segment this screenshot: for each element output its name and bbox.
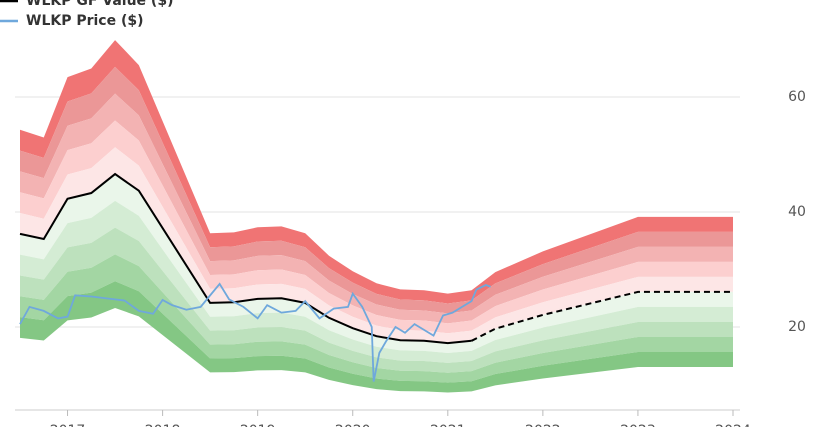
gf-value-projection <box>471 290 733 342</box>
price-line <box>19 282 491 382</box>
legend-label: WLKP GF Value ($) <box>26 0 173 9</box>
y-tick-label: 40 <box>788 204 806 220</box>
gf-value-line <box>19 172 472 345</box>
x-tick-label: 2023 <box>620 423 656 427</box>
x-tick-label: 2021 <box>430 423 466 427</box>
value-band <box>20 281 733 393</box>
x-tick-label: 2018 <box>145 423 181 427</box>
x-tick-label: 2020 <box>335 423 371 427</box>
legend-label: WLKP Price ($) <box>26 13 144 29</box>
x-tick-label: 2022 <box>525 423 561 427</box>
y-tick-label: 60 <box>788 89 806 105</box>
y-tick-label: 20 <box>788 319 806 335</box>
x-tick-label: 2019 <box>240 423 276 427</box>
x-tick-label: 2024 <box>715 423 751 427</box>
x-tick-label: 2017 <box>50 423 86 427</box>
